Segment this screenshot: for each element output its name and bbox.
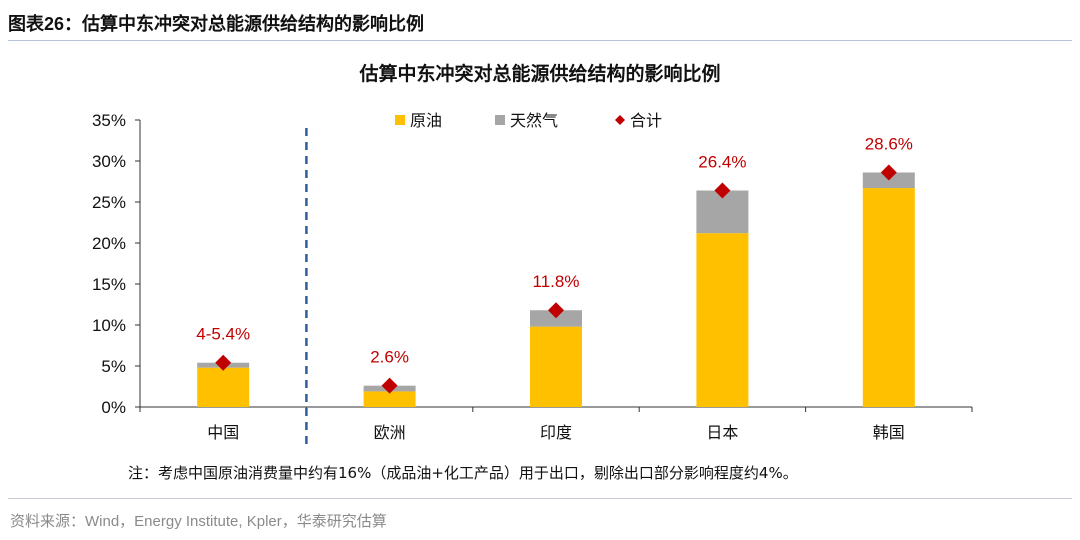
legend-swatch bbox=[495, 115, 505, 125]
category-label: 韩国 bbox=[873, 423, 905, 442]
data-label: 28.6% bbox=[865, 134, 913, 153]
footer-divider bbox=[8, 498, 1072, 499]
bar-crude-oil bbox=[862, 188, 915, 407]
total-marker bbox=[714, 182, 731, 199]
figure-header: 图表26：估算中东冲突对总能源供给结构的影响比例 bbox=[8, 10, 424, 36]
legend-swatch bbox=[615, 115, 625, 125]
chart-title: 估算中东冲突对总能源供给结构的影响比例 bbox=[358, 62, 720, 85]
header-divider bbox=[8, 40, 1072, 41]
total-marker bbox=[381, 377, 398, 394]
y-tick-label: 30% bbox=[92, 152, 126, 171]
bar-crude-oil bbox=[696, 233, 749, 407]
bar-natural-gas bbox=[530, 310, 582, 327]
figure-title: 估算中东冲突对总能源供给结构的影响比例 bbox=[82, 14, 425, 35]
total-marker bbox=[215, 354, 232, 371]
y-tick-label: 0% bbox=[101, 398, 126, 417]
category-label: 中国 bbox=[207, 423, 239, 442]
legend-label: 合计 bbox=[630, 111, 662, 130]
category-label: 印度 bbox=[540, 423, 572, 442]
stacked-bar-chart: 估算中东冲突对总能源供给结构的影响比例 0% 5% 10% 15% 20% 25% 30% 35… bbox=[92, 62, 973, 447]
y-tick-label: 25% bbox=[92, 193, 126, 212]
legend-label: 原油 bbox=[410, 111, 442, 130]
y-tick-label: 10% bbox=[92, 316, 126, 335]
y-tick-label: 35% bbox=[92, 111, 126, 130]
data-label: 26.4% bbox=[698, 153, 746, 172]
data-label: 4-5.4% bbox=[196, 325, 250, 344]
source-line: 资料来源：Wind，Energy Institute, Kpler，华泰研究估算 bbox=[10, 513, 387, 530]
total-marker bbox=[880, 164, 897, 181]
y-tick-label: 20% bbox=[92, 234, 126, 253]
y-tick-label: 15% bbox=[92, 275, 126, 294]
bar-crude-oil bbox=[363, 391, 416, 407]
y-tick-label: 5% bbox=[101, 357, 126, 376]
legend-swatch bbox=[395, 115, 405, 125]
data-label: 11.8% bbox=[533, 272, 580, 291]
total-marker bbox=[548, 302, 564, 319]
bar-crude-oil bbox=[197, 367, 250, 407]
category-label: 欧洲 bbox=[374, 423, 406, 442]
category-label: 日本 bbox=[706, 423, 738, 442]
legend-label: 天然气 bbox=[510, 111, 558, 130]
data-label: 2.6% bbox=[370, 348, 409, 367]
figure-number: 图表26： bbox=[8, 14, 83, 34]
bar-crude-oil bbox=[530, 326, 582, 407]
chart-note: 注：考虑中国原油消费量中约有16%（成品油+化工产品）用于出口，剔除出口部分影响… bbox=[128, 464, 798, 482]
